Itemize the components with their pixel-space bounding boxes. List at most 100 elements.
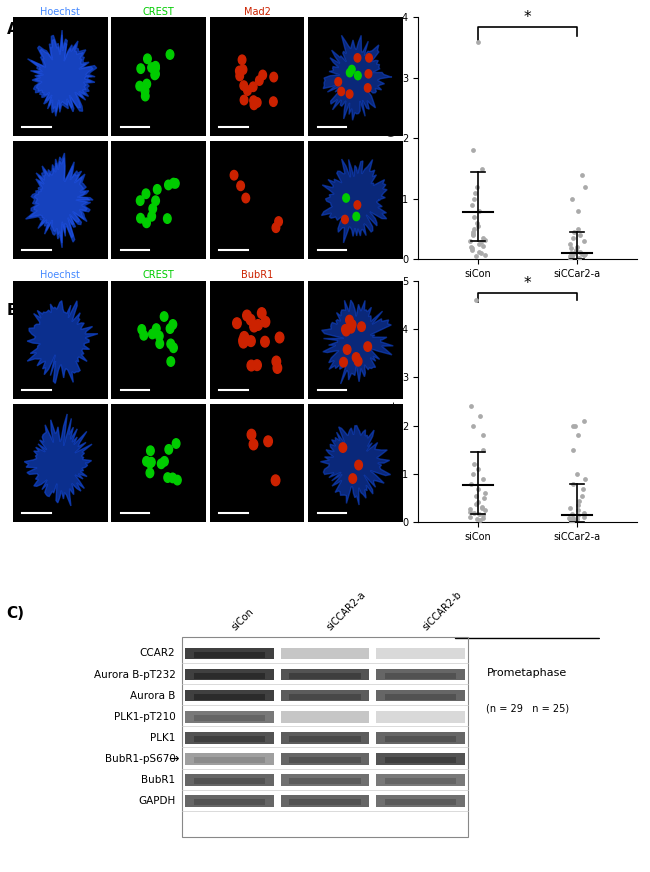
Circle shape: [170, 179, 177, 187]
Circle shape: [273, 363, 281, 373]
Text: (n = 28   n = 24): (n = 28 n = 24): [486, 440, 569, 451]
Point: [466, 399, 476, 413]
Circle shape: [247, 336, 255, 346]
Point: [566, 512, 576, 526]
Point: [568, 511, 578, 525]
Circle shape: [142, 189, 150, 199]
Circle shape: [153, 324, 160, 333]
Point: [573, 222, 583, 236]
Circle shape: [236, 72, 244, 81]
Point: [571, 243, 582, 257]
Circle shape: [169, 473, 176, 482]
Text: *: *: [524, 10, 531, 24]
Circle shape: [153, 185, 161, 194]
Point: [469, 192, 480, 206]
Circle shape: [170, 343, 177, 352]
Circle shape: [338, 87, 344, 96]
Point: [473, 462, 484, 476]
Point: [578, 509, 589, 523]
Point: [465, 505, 476, 519]
Point: [565, 237, 575, 251]
Circle shape: [157, 459, 165, 468]
Circle shape: [247, 429, 255, 440]
Point: [571, 513, 582, 527]
Circle shape: [254, 320, 263, 330]
Text: Prometaphase: Prometaphase: [488, 405, 567, 414]
Point: [573, 503, 583, 517]
Circle shape: [364, 342, 372, 351]
Point: [567, 419, 578, 433]
Point: [580, 180, 590, 194]
Circle shape: [347, 319, 355, 329]
Circle shape: [343, 194, 350, 202]
Circle shape: [242, 335, 250, 345]
Polygon shape: [27, 31, 97, 116]
Text: siCCAR2-b: siCCAR2-b: [421, 589, 463, 632]
Circle shape: [340, 358, 347, 367]
Text: siCCAR2-a: siCCAR2-a: [325, 589, 368, 632]
Polygon shape: [323, 35, 392, 120]
Circle shape: [272, 356, 281, 367]
Point: [573, 252, 584, 266]
Polygon shape: [322, 300, 393, 384]
Circle shape: [143, 457, 150, 466]
Point: [469, 457, 480, 471]
Point: [471, 216, 482, 230]
Point: [577, 247, 588, 261]
Circle shape: [272, 223, 280, 233]
Point: [471, 497, 481, 511]
Text: A): A): [6, 22, 25, 37]
Point: [571, 467, 582, 481]
Text: GAPDH: GAPDH: [138, 796, 176, 807]
Circle shape: [239, 55, 246, 65]
Circle shape: [246, 315, 255, 325]
Polygon shape: [320, 426, 391, 505]
Title: Merge: Merge: [340, 7, 370, 17]
Point: [477, 472, 488, 486]
Text: PLK1: PLK1: [150, 732, 176, 743]
Point: [467, 198, 477, 212]
Circle shape: [147, 446, 154, 455]
Circle shape: [354, 201, 361, 209]
Title: BubR1: BubR1: [241, 269, 273, 280]
Circle shape: [365, 70, 372, 78]
Point: [568, 231, 578, 245]
Point: [473, 481, 483, 495]
Text: (n = 29   n = 25): (n = 29 n = 25): [486, 704, 569, 714]
Circle shape: [261, 337, 269, 347]
Circle shape: [156, 339, 164, 349]
Point: [578, 235, 589, 249]
Circle shape: [255, 76, 263, 85]
Title: CREST: CREST: [143, 269, 174, 280]
Circle shape: [259, 71, 266, 79]
Point: [573, 499, 583, 513]
Circle shape: [353, 213, 359, 221]
Circle shape: [164, 473, 172, 482]
Point: [473, 35, 483, 49]
Point: [566, 514, 577, 528]
Text: *: *: [524, 276, 531, 291]
Circle shape: [148, 212, 155, 221]
Point: [476, 501, 487, 514]
Point: [480, 503, 491, 517]
Circle shape: [250, 82, 257, 92]
Circle shape: [348, 65, 355, 73]
Circle shape: [365, 84, 371, 92]
Point: [465, 509, 475, 523]
Circle shape: [230, 170, 238, 180]
Point: [573, 204, 583, 218]
Point: [468, 467, 478, 481]
Point: [568, 443, 578, 457]
Circle shape: [142, 92, 149, 101]
Circle shape: [240, 95, 248, 105]
Polygon shape: [31, 35, 93, 112]
Text: Aurora B: Aurora B: [130, 691, 176, 701]
Point: [478, 231, 488, 245]
Circle shape: [146, 459, 153, 468]
Circle shape: [239, 335, 247, 345]
Circle shape: [250, 100, 258, 110]
Circle shape: [247, 360, 255, 371]
Point: [580, 472, 590, 486]
Circle shape: [164, 181, 172, 190]
Circle shape: [354, 357, 362, 366]
